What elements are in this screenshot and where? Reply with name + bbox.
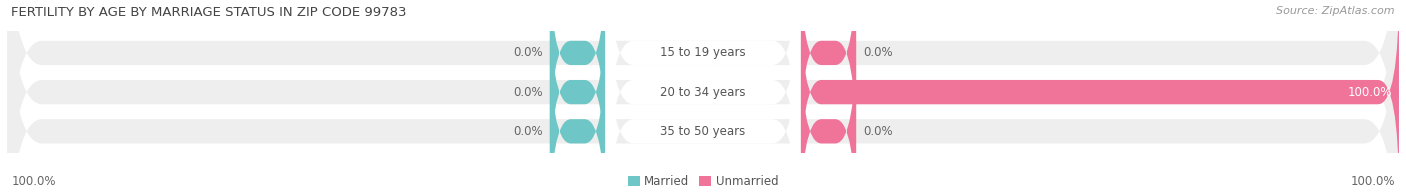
FancyBboxPatch shape: [800, 0, 1399, 196]
FancyBboxPatch shape: [606, 0, 800, 196]
Text: FERTILITY BY AGE BY MARRIAGE STATUS IN ZIP CODE 99783: FERTILITY BY AGE BY MARRIAGE STATUS IN Z…: [11, 6, 406, 19]
Text: 20 to 34 years: 20 to 34 years: [661, 86, 745, 99]
FancyBboxPatch shape: [7, 0, 1399, 196]
FancyBboxPatch shape: [550, 0, 606, 158]
FancyBboxPatch shape: [800, 26, 856, 196]
FancyBboxPatch shape: [606, 0, 800, 196]
Text: 0.0%: 0.0%: [513, 46, 543, 59]
Legend: Married, Unmarried: Married, Unmarried: [626, 172, 780, 190]
Text: 15 to 19 years: 15 to 19 years: [661, 46, 745, 59]
FancyBboxPatch shape: [550, 0, 606, 196]
FancyBboxPatch shape: [550, 26, 606, 196]
Text: 0.0%: 0.0%: [513, 125, 543, 138]
Text: 100.0%: 100.0%: [1350, 175, 1395, 188]
FancyBboxPatch shape: [7, 0, 1399, 196]
FancyBboxPatch shape: [800, 0, 856, 158]
Text: 100.0%: 100.0%: [1347, 86, 1392, 99]
Text: Source: ZipAtlas.com: Source: ZipAtlas.com: [1277, 6, 1395, 16]
FancyBboxPatch shape: [606, 0, 800, 196]
Text: 0.0%: 0.0%: [863, 46, 893, 59]
FancyBboxPatch shape: [7, 0, 1399, 196]
Text: 35 to 50 years: 35 to 50 years: [661, 125, 745, 138]
Text: 0.0%: 0.0%: [513, 86, 543, 99]
Text: 0.0%: 0.0%: [863, 125, 893, 138]
Text: 100.0%: 100.0%: [11, 175, 56, 188]
